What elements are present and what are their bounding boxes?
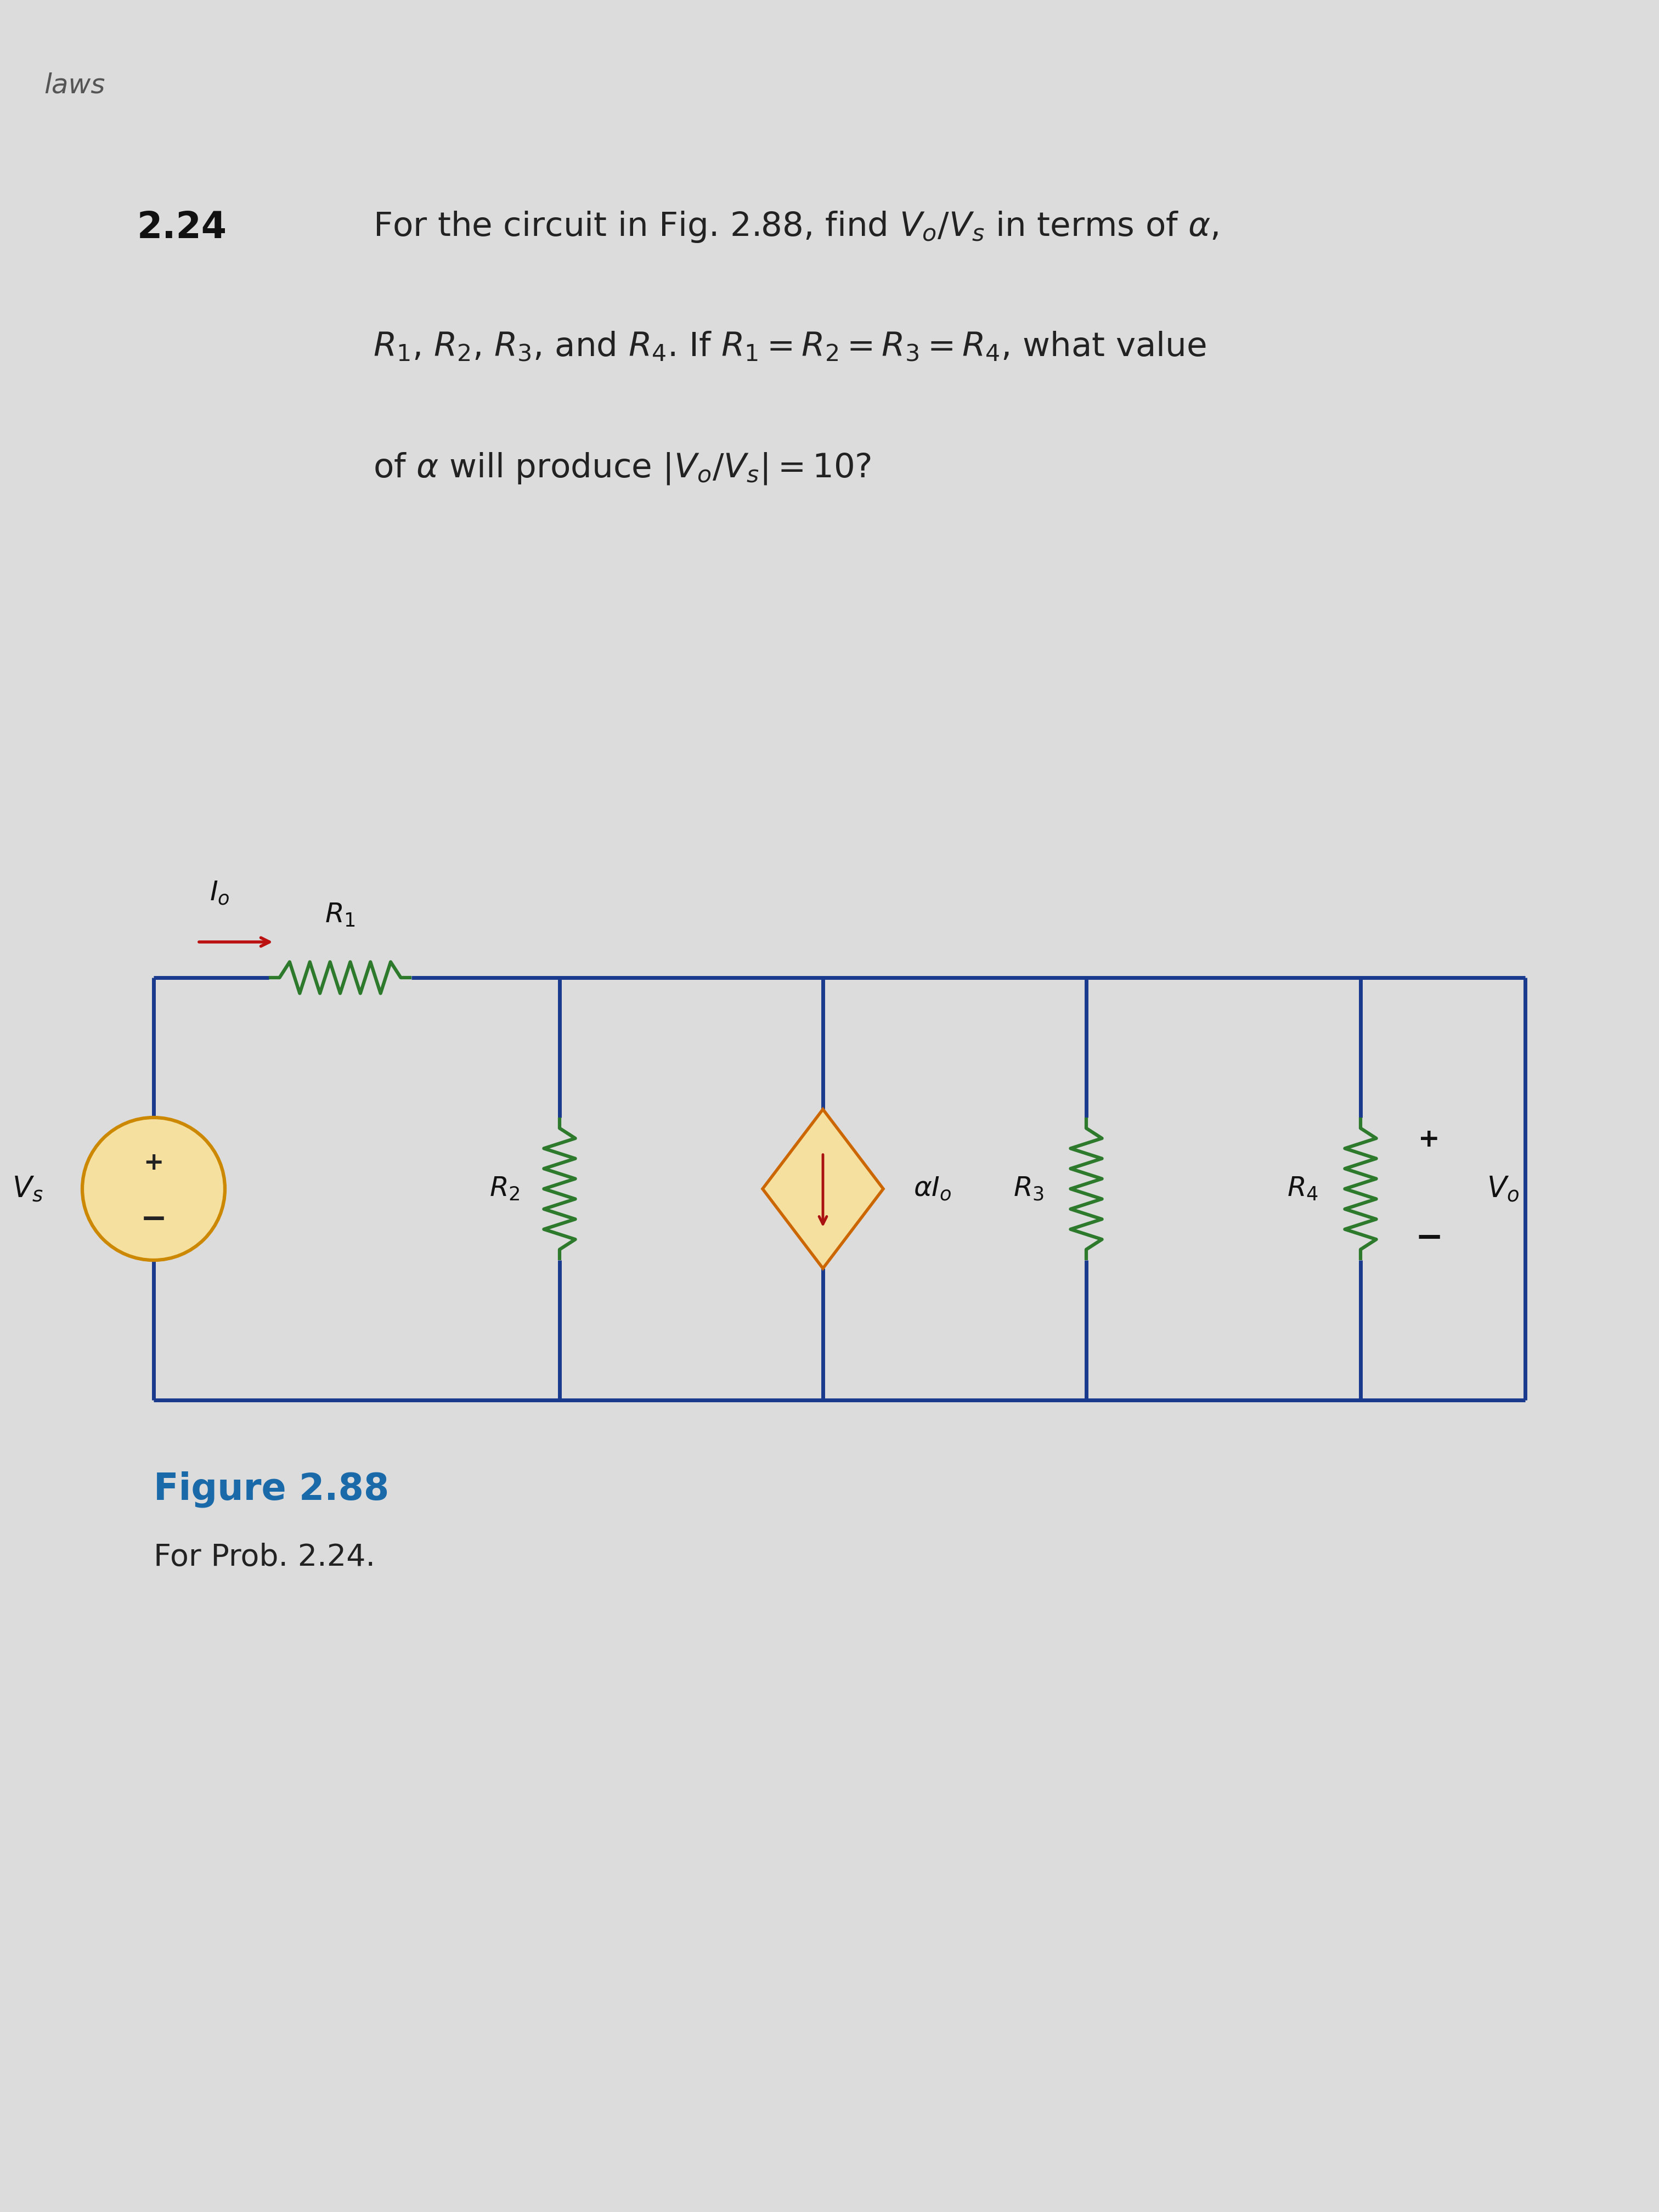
Text: $R_4$: $R_4$ <box>1287 1175 1319 1201</box>
Text: +: + <box>143 1150 164 1175</box>
Text: $R_1$: $R_1$ <box>325 902 355 929</box>
Text: of $\alpha$ will produce $|V_o/V_s| = 10$?: of $\alpha$ will produce $|V_o/V_s| = 10… <box>373 451 871 487</box>
Text: laws: laws <box>43 73 105 100</box>
Text: $\alpha I_o$: $\alpha I_o$ <box>914 1175 952 1201</box>
Text: $R_1$, $R_2$, $R_3$, and $R_4$. If $R_1 = R_2 = R_3 = R_4$, what value: $R_1$, $R_2$, $R_3$, and $R_4$. If $R_1 … <box>373 330 1206 363</box>
Text: −: − <box>141 1203 168 1234</box>
Text: For Prob. 2.24.: For Prob. 2.24. <box>154 1542 375 1573</box>
Text: $V_s$: $V_s$ <box>12 1175 43 1203</box>
Polygon shape <box>763 1108 883 1267</box>
Text: −: − <box>1415 1221 1443 1254</box>
Circle shape <box>83 1117 226 1261</box>
Text: $V_o$: $V_o$ <box>1486 1175 1520 1203</box>
Text: $R_2$: $R_2$ <box>489 1175 519 1201</box>
Text: $R_3$: $R_3$ <box>1014 1175 1044 1201</box>
Text: +: + <box>1418 1128 1440 1152</box>
Text: $I_o$: $I_o$ <box>209 880 229 907</box>
Text: Figure 2.88: Figure 2.88 <box>154 1471 390 1509</box>
Text: For the circuit in Fig. 2.88, find $V_o/V_s$ in terms of $\alpha$,: For the circuit in Fig. 2.88, find $V_o/… <box>373 210 1219 243</box>
Text: 2.24: 2.24 <box>138 210 227 246</box>
